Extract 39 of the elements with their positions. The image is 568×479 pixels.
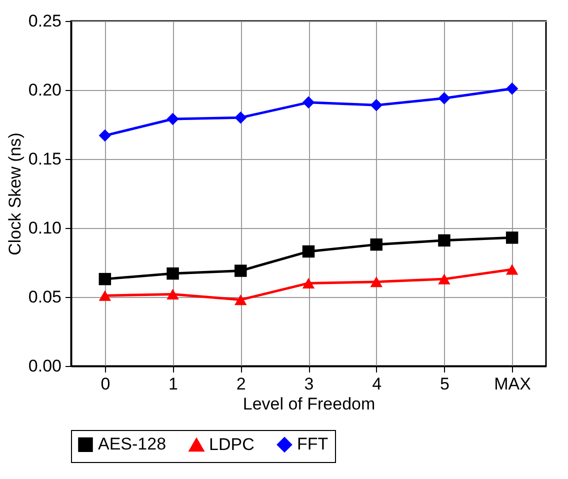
point [98,290,112,301]
y-tick-label: 0.15 [28,150,62,168]
legend-label: LDPC [209,435,254,454]
x-tick-label: 5 [440,374,450,394]
x-tick-label: 1 [168,374,178,394]
point [370,99,382,112]
x-tick-label: 4 [372,374,382,394]
legend-label: AES-128 [98,434,166,454]
point [506,82,518,95]
point [234,264,247,277]
y-axis-title: Clock Skew (ns) [5,132,24,256]
x-tick-label: 2 [236,374,246,394]
legend-label: FFT [297,434,328,454]
point [234,294,247,306]
point [302,96,315,109]
point [166,112,179,126]
x-tick-label: 0 [100,374,110,394]
y-tick-label: 0.25 [28,12,62,30]
point [370,238,382,251]
point [166,267,179,280]
y-tick-label: 0.20 [28,80,62,100]
point [370,276,382,288]
point [98,272,112,286]
y-tick-label: 0.10 [28,218,62,238]
x-axis-title: Level of Freedom [242,394,376,414]
point [166,288,179,300]
x-tick-label: 3 [304,374,314,394]
point [98,129,112,142]
point [506,232,518,244]
y-tick-label: 0.05 [28,288,62,306]
point [438,274,450,284]
point [506,264,518,275]
point [438,234,450,247]
point [302,245,315,258]
point [234,111,247,124]
x-tick-label: MAX [494,374,531,394]
point [302,278,315,289]
point [438,92,450,104]
y-tick-label: 0.00 [28,356,62,376]
